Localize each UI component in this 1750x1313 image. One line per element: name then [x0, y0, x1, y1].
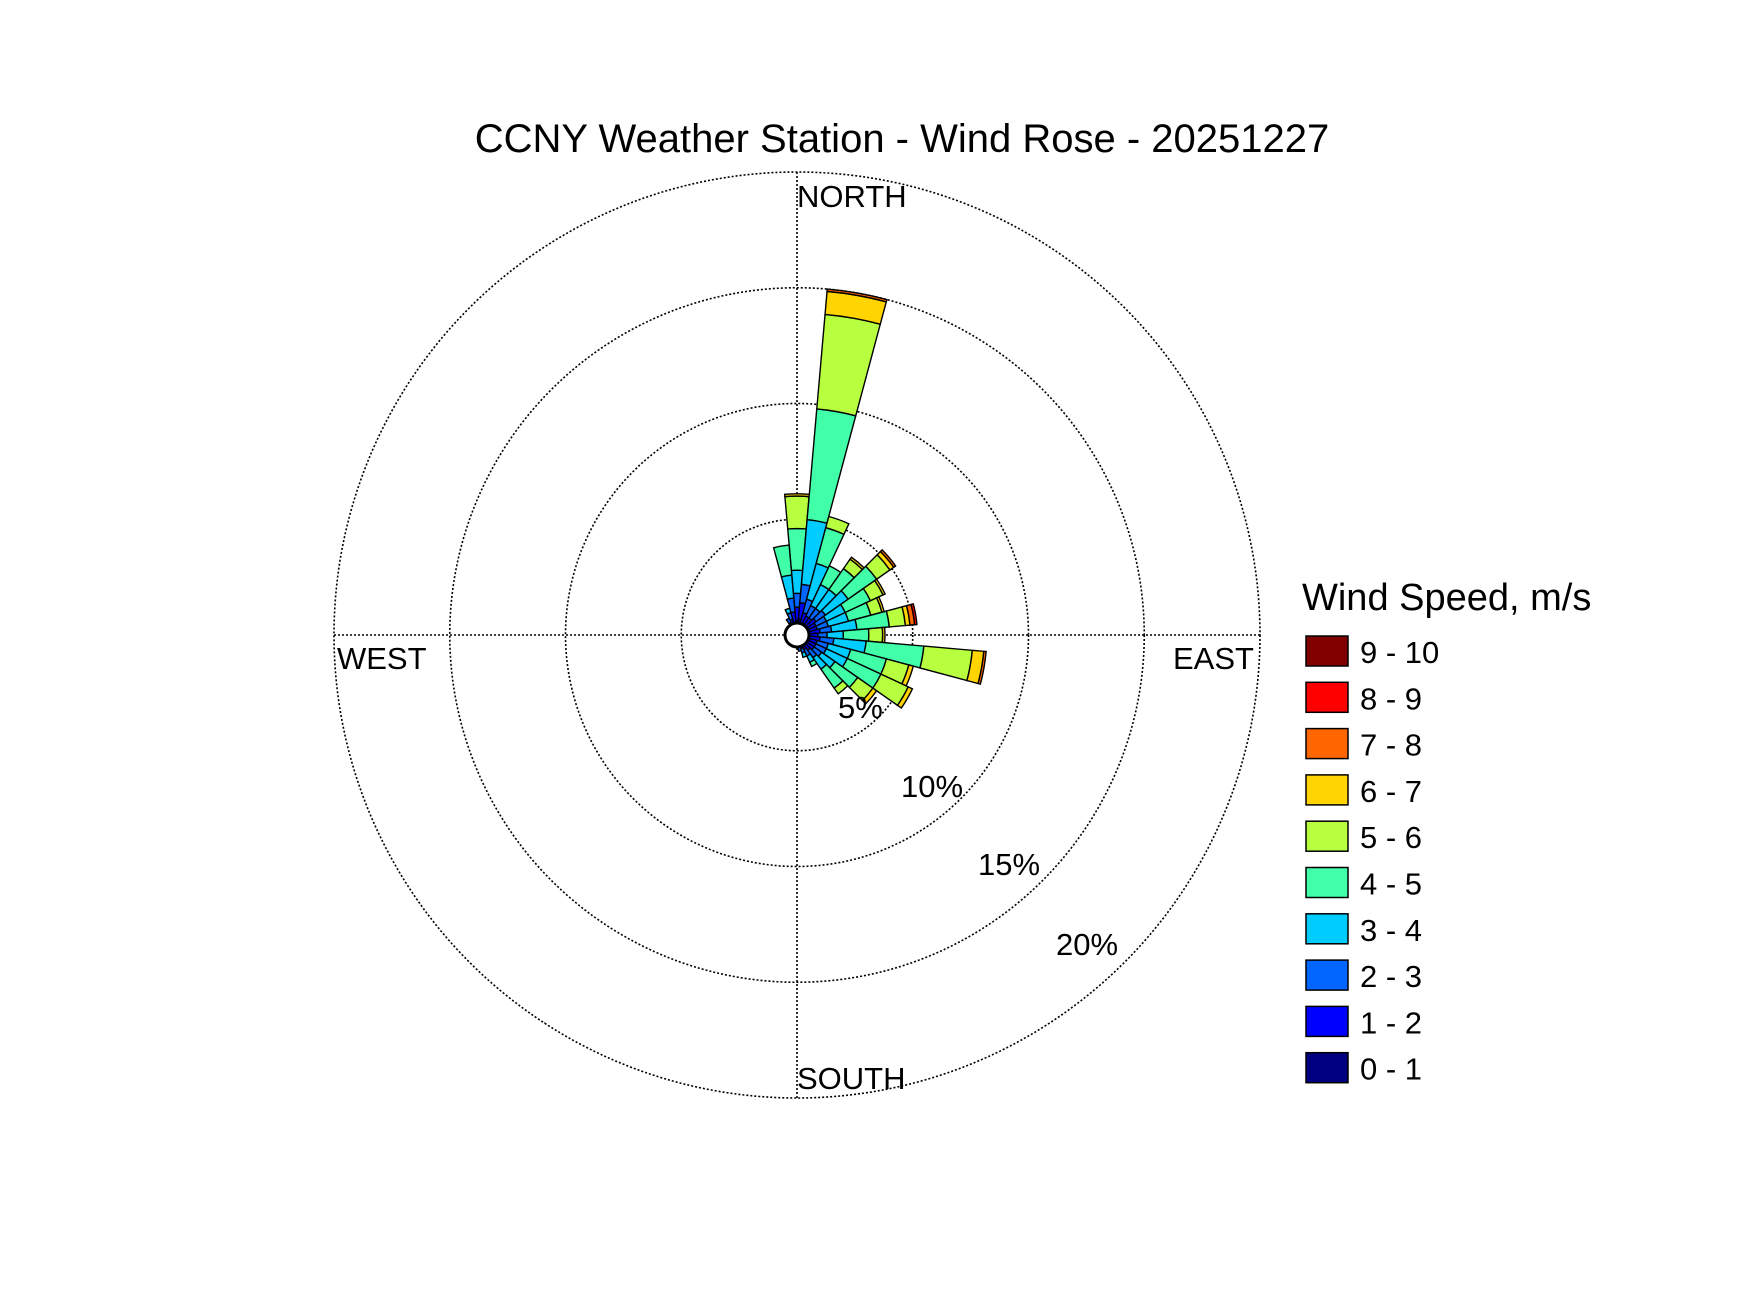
south-label: SOUTH	[797, 1061, 906, 1096]
bar-350deg-bin-3	[780, 574, 795, 601]
legend-label-2-3: 2 - 3	[1360, 959, 1422, 994]
radial-tick-20: 20%	[1056, 927, 1118, 962]
radial-tick-15: 15%	[978, 847, 1040, 882]
bar-60deg-bin-6	[873, 578, 887, 596]
chart-title: CCNY Weather Station - Wind Rose - 20251…	[475, 117, 1330, 161]
legend-label-0-1: 0 - 1	[1360, 1052, 1422, 1087]
bar-150deg-bin-4	[808, 658, 818, 668]
bar-90deg-bin-6	[881, 626, 886, 644]
bar-100deg-bin-7	[977, 650, 987, 685]
legend-swatch-5-6	[1305, 820, 1349, 852]
legend-swatch-0-1	[1305, 1051, 1349, 1084]
center-hub	[783, 621, 811, 649]
north-label: NORTH	[797, 179, 907, 214]
legend-swatch-2-3	[1305, 959, 1349, 991]
west-label: WEST	[337, 641, 427, 676]
legend-label-8-9: 8 - 9	[1360, 681, 1422, 716]
legend-swatch-1-2	[1305, 1005, 1349, 1038]
ring-15	[448, 286, 1146, 984]
legend-label-4-5: 4 - 5	[1360, 867, 1422, 902]
bar-80deg-bin-8	[910, 602, 918, 626]
legend-swatch-9-10	[1305, 635, 1349, 667]
legend-title: Wind Speed, m/s	[1302, 577, 1591, 619]
legend-label-1-2: 1 - 2	[1360, 1005, 1422, 1040]
bar-0deg-bin-5	[784, 495, 810, 530]
bar-130deg-bin-6	[861, 687, 878, 705]
ring-10	[564, 402, 1030, 868]
legend-swatch-4-5	[1305, 866, 1349, 899]
bar-350deg-bin-4	[772, 544, 793, 578]
bar-0deg-bin-6	[783, 493, 811, 498]
bar-10deg-bin-4	[806, 408, 857, 525]
radial-tick-10: 10%	[901, 769, 963, 804]
legend-swatch-7-8	[1305, 727, 1349, 760]
legend-label-5-6: 5 - 6	[1360, 820, 1422, 855]
bar-90deg-bin-5	[867, 626, 884, 644]
bar-100deg-bin-5	[919, 645, 974, 682]
bar-140deg-bin-5	[833, 679, 849, 695]
legend-label-6-7: 6 - 7	[1360, 774, 1422, 809]
bar-10deg-bin-7	[826, 288, 888, 303]
bar-160deg-bin-3	[800, 650, 808, 659]
bar-50deg-bin-7	[879, 548, 897, 569]
legend-label-9-10: 9 - 10	[1360, 635, 1439, 670]
legend-label-7-8: 7 - 8	[1360, 728, 1422, 763]
bar-10deg-bin-5	[816, 313, 882, 417]
legend: 9 - 10 8 - 9 7 - 8 6 - 7 5 - 6 4 - 5 3 - 4 2 - …	[1305, 635, 1439, 1087]
legend-swatch-3-4	[1305, 913, 1349, 945]
legend-swatch-6-7	[1305, 774, 1349, 806]
east-label: EAST	[1173, 641, 1254, 676]
radial-tick-5: 5%	[838, 690, 883, 725]
legend-label-3-4: 3 - 4	[1360, 913, 1422, 948]
legend-swatch-8-9	[1305, 681, 1349, 714]
bar-20deg-bin-5	[824, 515, 850, 536]
bar-120deg-bin-6	[896, 685, 914, 710]
